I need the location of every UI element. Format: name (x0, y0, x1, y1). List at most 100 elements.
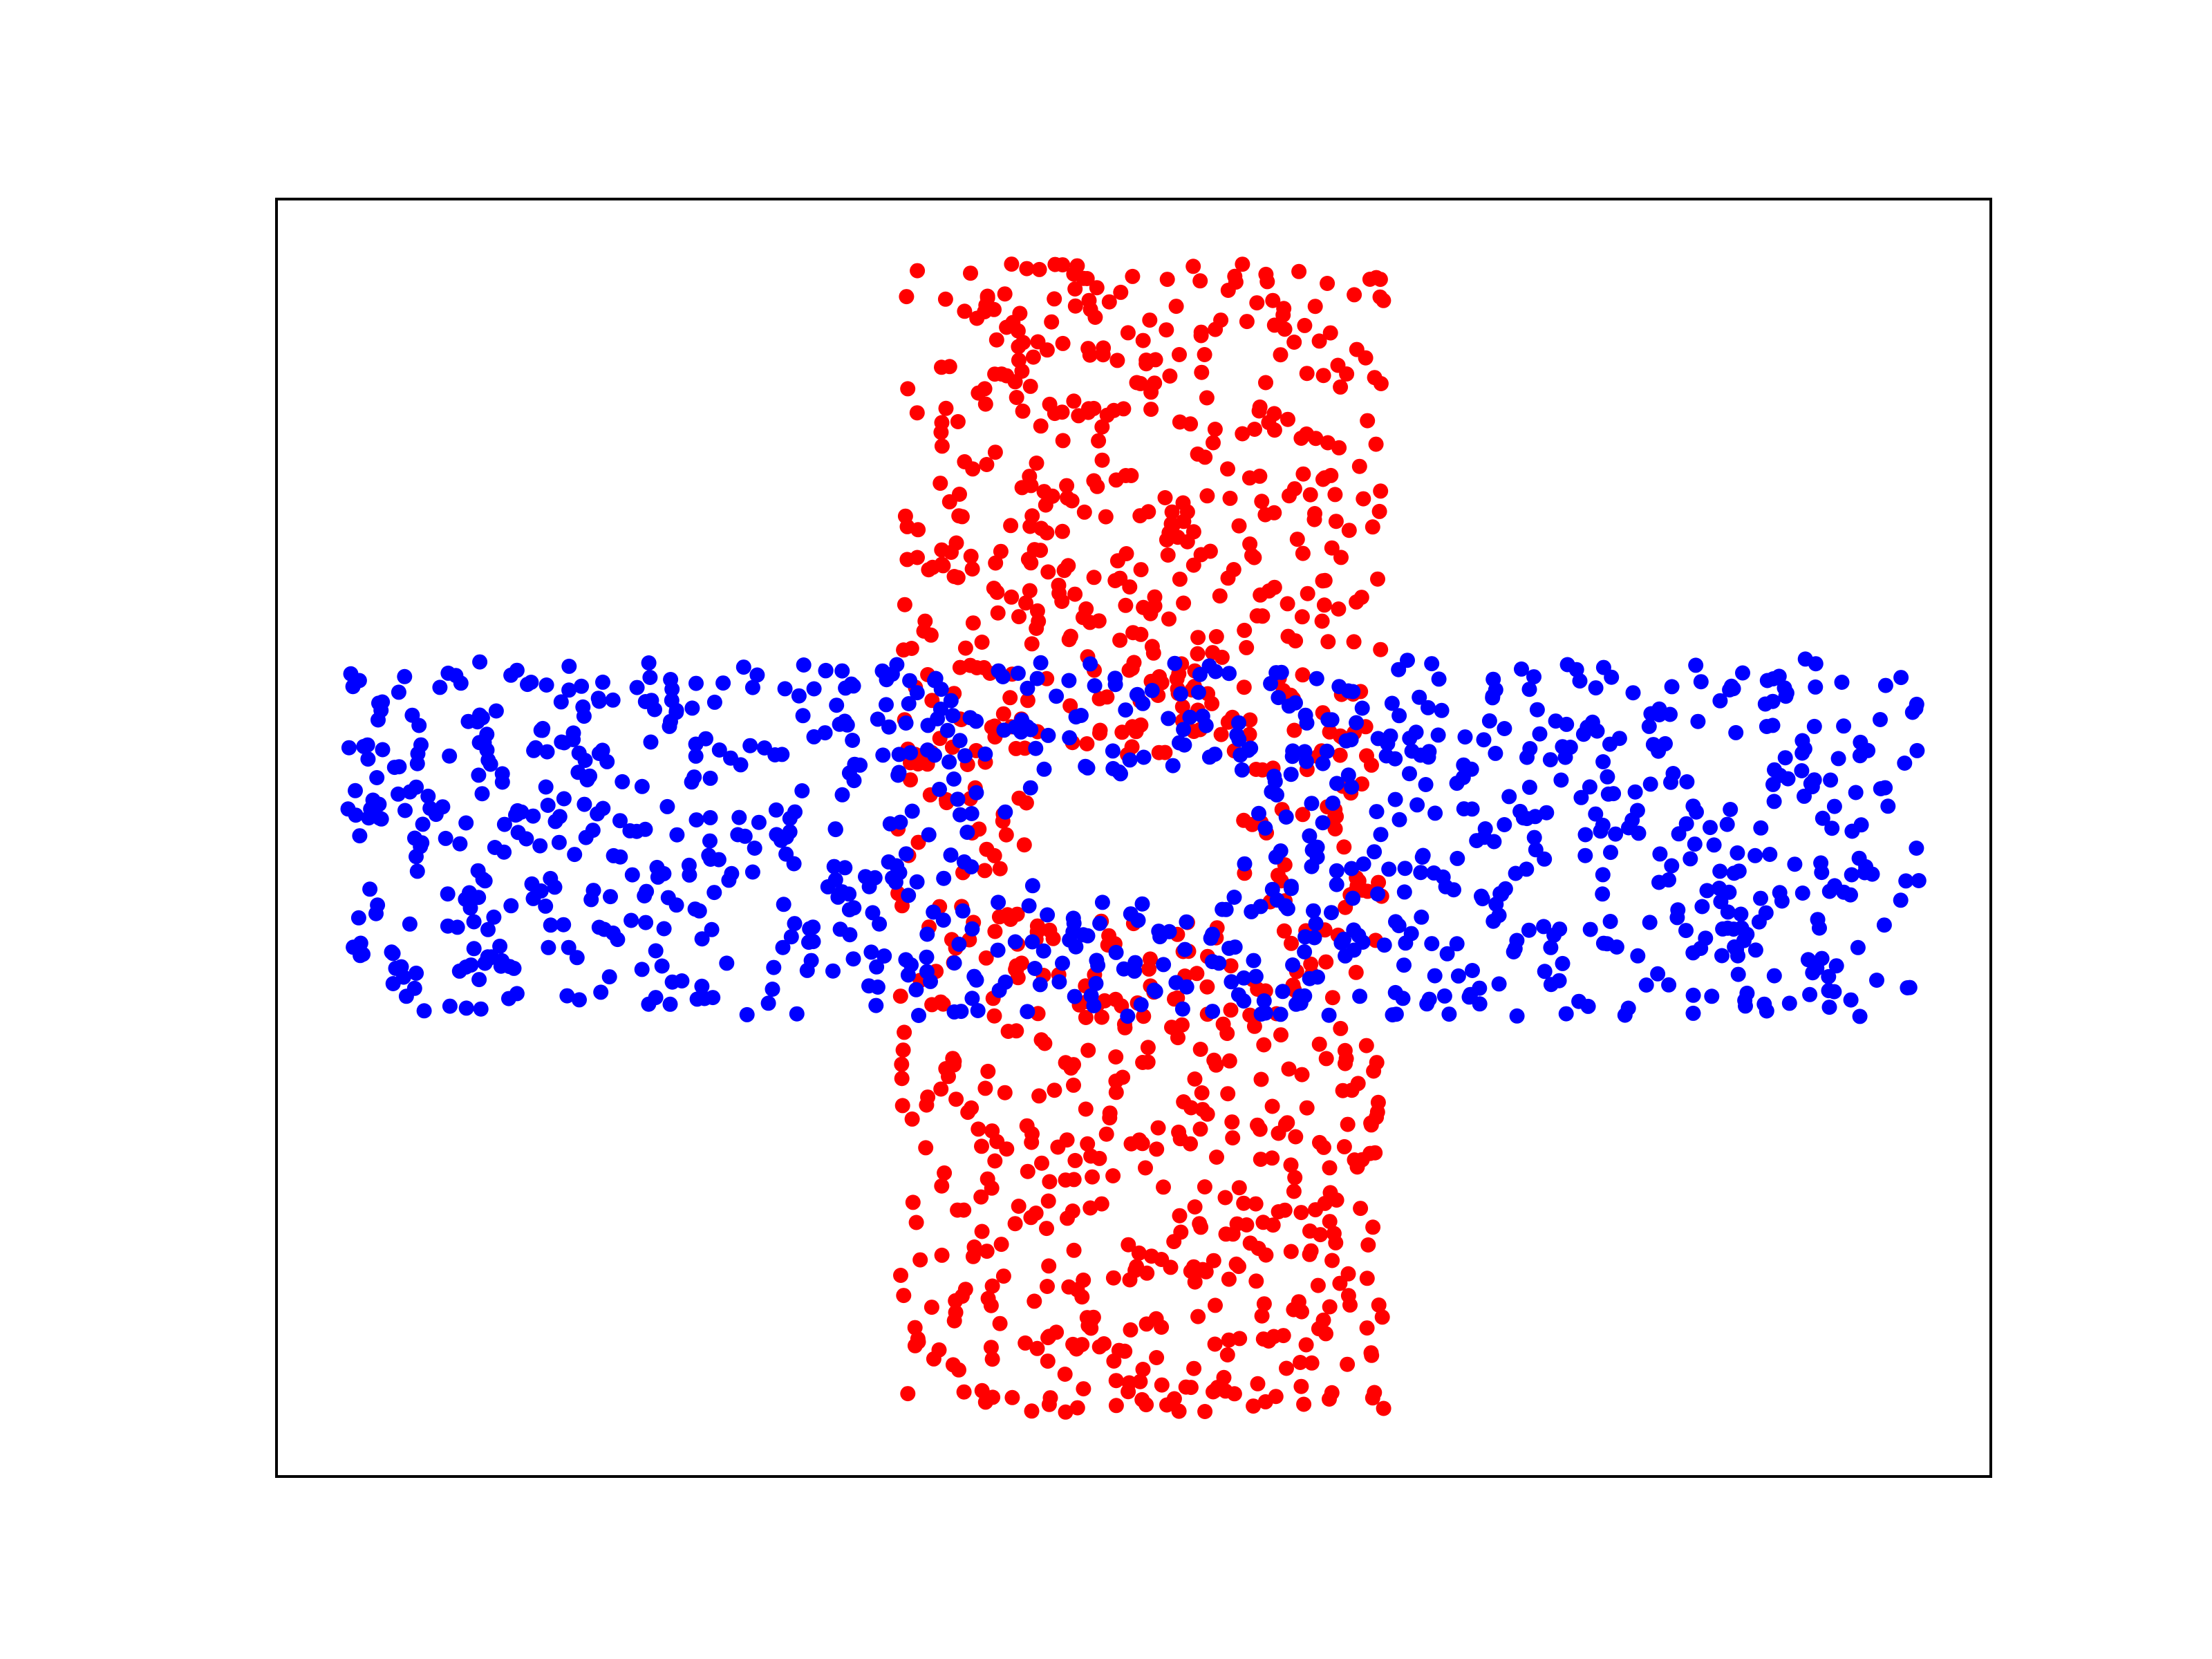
scatter-point (1311, 1321, 1327, 1337)
scatter-point (1753, 820, 1769, 836)
scatter-point (1207, 747, 1223, 762)
scatter-point (1221, 666, 1237, 682)
scatter-point (1109, 553, 1125, 569)
scatter-point (1185, 557, 1201, 573)
scatter-point (1009, 390, 1024, 405)
scatter-point (1284, 935, 1299, 951)
scatter-point (832, 921, 848, 937)
scatter-point (1265, 292, 1281, 308)
scatter-point (538, 779, 554, 795)
scatter-point (1078, 601, 1094, 617)
scatter-point (1324, 990, 1340, 1006)
scatter-point (1039, 1221, 1054, 1237)
scatter-point (964, 991, 980, 1006)
scatter-point (1135, 332, 1151, 348)
scatter-point (1324, 1253, 1340, 1268)
scatter-point (1739, 985, 1755, 1001)
scatter-point (1036, 761, 1052, 777)
scatter-point (460, 713, 476, 729)
scatter-point (1714, 948, 1730, 964)
scatter-point (1020, 1004, 1035, 1020)
scatter-point (1069, 1400, 1085, 1416)
scatter-point (1297, 929, 1313, 945)
scatter-point (899, 289, 915, 305)
scatter-point (409, 779, 424, 795)
scatter-point (933, 994, 948, 1010)
scatter-point (1276, 301, 1292, 317)
scatter-point (1239, 1217, 1255, 1232)
scatter-point (622, 823, 638, 838)
scatter-point (721, 872, 737, 888)
scatter-point (1066, 1172, 1082, 1188)
scatter-point (1065, 1203, 1080, 1219)
scatter-point (1114, 724, 1130, 740)
scatter-point (950, 1202, 966, 1218)
scatter-point (1185, 259, 1201, 274)
scatter-point (953, 1004, 969, 1020)
scatter-point (974, 1224, 990, 1239)
scatter-point (1031, 261, 1047, 277)
scatter-point (818, 663, 834, 679)
scatter-point (1365, 1390, 1380, 1406)
scatter-point (1125, 268, 1141, 284)
scatter-point (1625, 685, 1641, 701)
scatter-point (1140, 1040, 1156, 1056)
scatter-point (1066, 1077, 1081, 1093)
scatter-point (610, 932, 626, 948)
scatter-point (659, 798, 675, 814)
scatter-point (1173, 1224, 1189, 1240)
scatter-point (1336, 839, 1352, 855)
scatter-point (988, 555, 1004, 571)
scatter-point (1197, 1179, 1212, 1194)
scatter-point (496, 816, 512, 832)
scatter-point (998, 827, 1014, 843)
scatter-point (1365, 519, 1380, 535)
scatter-point (1217, 1190, 1233, 1206)
scatter-point (933, 1081, 949, 1097)
scatter-point (1121, 1375, 1137, 1391)
scatter-point (1139, 1265, 1155, 1281)
scatter-point (988, 332, 1004, 348)
scatter-point (1434, 702, 1450, 718)
scatter-point (951, 937, 967, 952)
scatter-point (1542, 752, 1558, 768)
scatter-point (1255, 1215, 1271, 1230)
scatter-point (1150, 1120, 1166, 1136)
scatter-point (1079, 271, 1095, 286)
scatter-point (1289, 532, 1305, 547)
scatter-point (1367, 844, 1382, 860)
scatter-point (1197, 1404, 1213, 1419)
scatter-point (1384, 695, 1400, 711)
scatter-point (1000, 1024, 1016, 1039)
scatter-point (977, 1080, 993, 1096)
scatter-point (1022, 780, 1038, 796)
scatter-point (1824, 821, 1840, 836)
scatter-point (1665, 766, 1681, 781)
scatter-point (1220, 461, 1235, 477)
scatter-point (1159, 532, 1174, 547)
scatter-point (1047, 291, 1062, 307)
scatter-point (1108, 944, 1124, 960)
scatter-point (684, 700, 700, 716)
scatter-point (1414, 850, 1430, 865)
scatter-point (1728, 724, 1744, 740)
scatter-point (1192, 1042, 1208, 1057)
scatter-point (868, 997, 884, 1013)
scatter-point (786, 856, 802, 872)
scatter-point (963, 265, 978, 281)
scatter-point (656, 921, 672, 937)
scatter-point (1049, 688, 1065, 704)
scatter-point (1250, 1117, 1265, 1133)
scatter-point (1086, 570, 1102, 585)
scatter-point (987, 366, 1003, 382)
scatter-point (1007, 719, 1023, 735)
scatter-point (593, 984, 609, 1000)
scatter-point (1125, 625, 1141, 641)
scatter-point (1306, 903, 1321, 919)
scatter-point (1076, 504, 1092, 520)
scatter-point (1723, 802, 1738, 817)
scatter-point (1159, 272, 1175, 288)
scatter-point (1221, 1271, 1237, 1287)
scatter-point (1066, 393, 1082, 409)
scatter-point (1304, 1355, 1320, 1371)
